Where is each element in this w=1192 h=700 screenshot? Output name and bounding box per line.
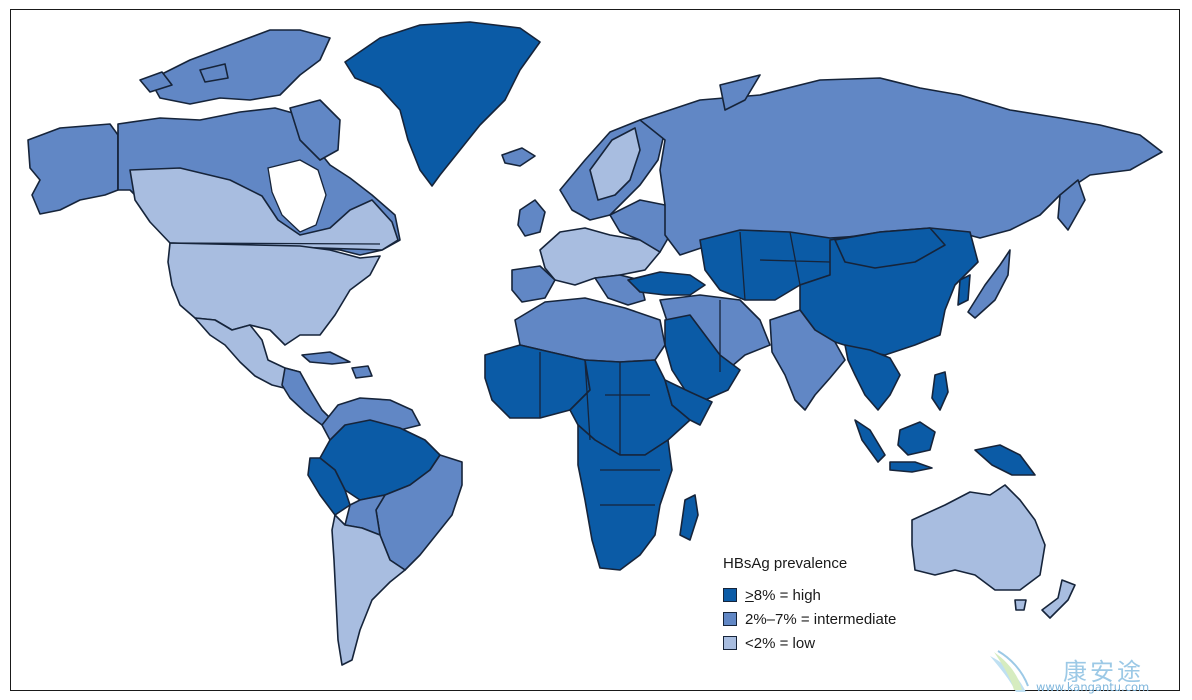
hudson-bay — [267, 159, 327, 233]
legend-label-high: >8% = high — [745, 587, 821, 604]
region-uk — [517, 199, 546, 237]
region-turkey — [627, 271, 706, 296]
region-central-america — [281, 367, 331, 426]
legend-swatch-low — [723, 636, 737, 650]
region-iceland — [501, 147, 536, 167]
region-java — [889, 461, 933, 473]
legend-swatch-high — [723, 588, 737, 602]
region-kamchatka — [1057, 179, 1086, 231]
watermark-logo-icon — [990, 650, 1029, 692]
region-russia — [639, 77, 1163, 256]
asia-borders — [719, 231, 831, 372]
region-borneo — [897, 421, 936, 456]
region-tasmania — [1014, 599, 1027, 611]
region-southeast-asia — [844, 344, 901, 411]
region-alaska — [27, 123, 119, 215]
region-cuba — [301, 351, 351, 365]
legend-text-high: 8% = high — [753, 586, 821, 604]
region-australia — [911, 484, 1046, 591]
region-canada-south — [129, 167, 399, 251]
africa-borders — [539, 352, 660, 506]
legend-label-intermediate: 2%–7% = intermediate — [745, 610, 897, 628]
watermark-url: www.kangantu.com — [1036, 680, 1150, 694]
region-korea — [957, 274, 971, 306]
legend: HBsAg prevalence >8% = high 2%–7% = inte… — [723, 555, 896, 655]
region-arctic-island-a — [139, 71, 173, 93]
legend-item-high: >8% = high — [723, 583, 896, 607]
region-iberia — [511, 265, 556, 303]
legend-item-intermediate: 2%–7% = intermediate — [723, 607, 896, 631]
region-horn-of-africa — [664, 379, 713, 426]
region-india — [769, 309, 846, 411]
region-southern-cone — [331, 514, 406, 666]
region-arctic-island-b — [199, 63, 229, 83]
region-novaya-zemlya — [719, 74, 761, 111]
legend-item-low: <2% = low — [723, 631, 896, 655]
region-sumatra — [854, 419, 886, 463]
region-greenland — [344, 21, 541, 187]
legend-prefix-high: > — [745, 586, 754, 604]
legend-title: HBsAg prevalence — [723, 555, 848, 572]
legend-swatch-intermediate — [723, 612, 737, 626]
region-canada-arctic — [149, 29, 331, 105]
us-canada-border — [169, 242, 381, 245]
region-eastern-europe — [609, 199, 671, 253]
region-southern-africa — [577, 424, 673, 571]
region-mongolia — [834, 227, 946, 269]
region-hispaniola — [351, 365, 373, 379]
region-japan — [967, 249, 1011, 319]
region-philippines — [931, 371, 949, 411]
watermark-chinese-text: 康安途 — [1063, 658, 1144, 686]
region-arabia — [664, 314, 741, 401]
region-baffin-island — [289, 99, 341, 161]
region-new-guinea — [974, 444, 1036, 476]
region-finland-sweden — [589, 127, 641, 201]
region-new-zealand — [1041, 579, 1076, 619]
region-madagascar — [679, 494, 699, 541]
legend-label-low: <2% = low — [745, 634, 816, 652]
region-usa — [167, 242, 381, 346]
